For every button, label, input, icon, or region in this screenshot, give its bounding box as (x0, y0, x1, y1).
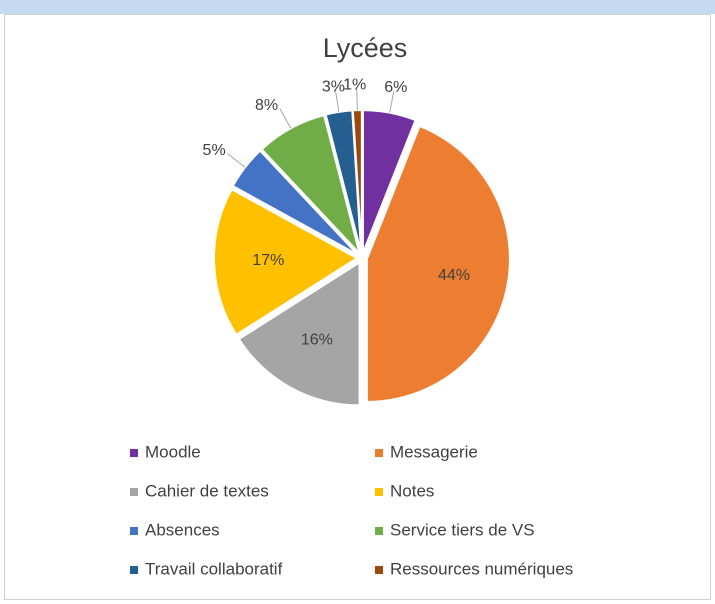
legend-label: Notes (390, 481, 434, 500)
leader-line (227, 153, 246, 168)
data-label: 6% (384, 79, 407, 96)
leader-line (334, 90, 340, 112)
header-bar (0, 0, 715, 14)
pie-slice (231, 149, 359, 256)
legend-label: Moodle (145, 442, 201, 461)
legend-swatch (375, 527, 383, 535)
data-label: 1% (343, 76, 366, 93)
chart-title: Lycées (323, 33, 408, 63)
legend-swatch (130, 566, 138, 574)
legend-label: Service tiers de VS (390, 520, 535, 539)
legend-label: Messagerie (390, 442, 478, 461)
legend-swatch (375, 449, 383, 457)
legend-label: Absences (145, 520, 220, 539)
legend-swatch (130, 449, 138, 457)
leader-line (279, 108, 292, 129)
leader-line (389, 90, 395, 113)
data-label: 16% (301, 331, 333, 348)
pie-slice (365, 124, 511, 403)
legend-swatch (130, 527, 138, 535)
data-label: 3% (322, 78, 345, 95)
legend-swatch (130, 488, 138, 496)
pie-slice (237, 260, 361, 407)
legend-label: Cahier de textes (145, 481, 269, 500)
data-label: 44% (438, 267, 470, 284)
legend-swatch (375, 566, 383, 574)
leader-line (356, 88, 358, 111)
data-label: 8% (255, 97, 278, 114)
pie-slice (361, 109, 417, 254)
pie-slice (213, 187, 359, 337)
data-label: 5% (203, 142, 226, 159)
pie-slice (260, 113, 361, 255)
legend-swatch (375, 488, 383, 496)
legend-label: Travail collaboratif (145, 559, 283, 578)
data-label: 17% (252, 252, 284, 269)
legend-label: Ressources numériques (390, 559, 573, 578)
